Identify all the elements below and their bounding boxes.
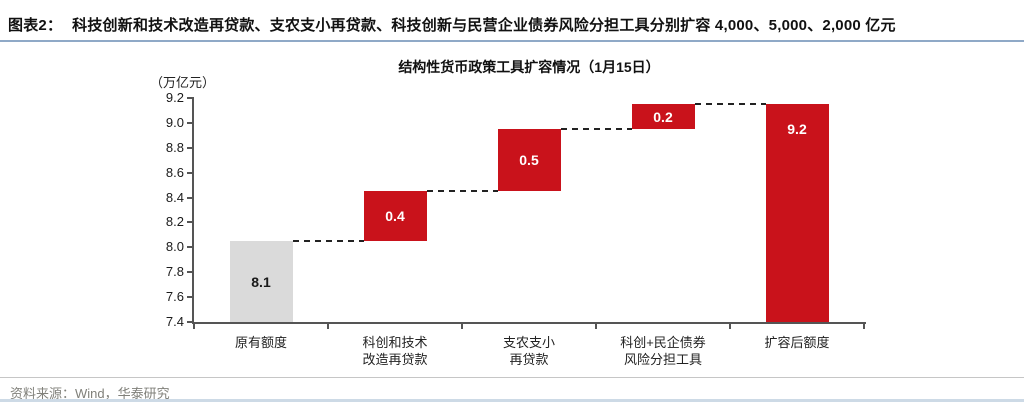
category-label-line: 风险分担工具 bbox=[623, 352, 702, 367]
waterfall-connector bbox=[292, 240, 364, 243]
y-tick-label: 8.4 bbox=[165, 189, 184, 205]
category-label-1: 原有额度 bbox=[194, 334, 328, 351]
bar-value-label: 9.2 bbox=[787, 121, 807, 138]
chart-title: 结构性货币政策工具扩容情况（1月15日） bbox=[398, 59, 660, 75]
y-axis-line bbox=[192, 97, 194, 324]
category-label-3: 支农支小 再贷款 bbox=[462, 334, 596, 368]
waterfall-bar-3: 0.5 bbox=[497, 129, 561, 192]
x-tick-mark bbox=[327, 324, 329, 329]
x-tick-mark bbox=[729, 324, 731, 329]
category-label-line: 科创和技术 bbox=[362, 335, 428, 350]
category-label-line: 支农支小 bbox=[502, 335, 555, 350]
y-tick-label: 7.6 bbox=[165, 289, 184, 305]
waterfall-connector bbox=[694, 103, 766, 106]
header-underline bbox=[0, 40, 1024, 42]
bar-value-label: 8.1 bbox=[251, 273, 271, 290]
x-tick-mark bbox=[595, 324, 597, 329]
category-label-line: 再贷款 bbox=[509, 352, 549, 367]
figure-number-label: 图表2： bbox=[8, 17, 63, 34]
y-tick-mark bbox=[187, 321, 192, 323]
bar-value-label: 0.5 bbox=[519, 152, 539, 169]
y-tick-label: 8.2 bbox=[165, 214, 184, 230]
waterfall-connector bbox=[560, 128, 632, 131]
bar-value-label: 0.2 bbox=[653, 108, 673, 125]
y-tick-label: 7.4 bbox=[165, 314, 184, 329]
y-tick-mark bbox=[187, 271, 192, 274]
y-tick-label: 7.8 bbox=[165, 264, 184, 280]
waterfall-bar-1: 8.1 bbox=[229, 241, 293, 322]
y-tick-mark bbox=[187, 97, 192, 99]
footer-divider bbox=[0, 377, 1024, 378]
category-label-2: 科创和技术改造再贷款 bbox=[328, 334, 462, 368]
category-label-line: 科创+民企债券 bbox=[620, 335, 706, 350]
figure-title: 科技创新和技术改造再贷款、支农支小再贷款、科技创新与民营企业债券风险分担工具分别… bbox=[72, 17, 896, 34]
category-label-5: 扩容后额度 bbox=[730, 334, 864, 351]
category-label-line: 原有额度 bbox=[234, 335, 287, 350]
x-tick-mark bbox=[193, 324, 195, 329]
x-axis-line bbox=[192, 322, 866, 324]
waterfall-bar-5: 9.2 bbox=[765, 104, 829, 322]
y-tick-mark bbox=[187, 196, 192, 199]
y-tick-mark bbox=[187, 221, 192, 224]
category-label-line: 改造再贷款 bbox=[362, 352, 428, 367]
source-note: 资料来源：Wind，华泰研究 bbox=[10, 386, 170, 401]
bottom-edge-line bbox=[0, 399, 1024, 402]
y-tick-label: 8.0 bbox=[165, 239, 184, 255]
y-tick-mark bbox=[187, 296, 192, 299]
y-tick-label: 9.2 bbox=[165, 90, 184, 105]
bar-value-label: 0.4 bbox=[385, 208, 405, 225]
y-tick-mark bbox=[187, 246, 192, 249]
x-tick-mark bbox=[461, 324, 463, 329]
plot-area: 8.1 0.4 0.5 0.2 9.2 bbox=[194, 98, 864, 322]
y-tick-mark bbox=[187, 121, 192, 124]
y-tick-label: 8.8 bbox=[165, 139, 184, 155]
y-tick-mark bbox=[187, 171, 192, 174]
waterfall-bar-2: 0.4 bbox=[363, 191, 427, 242]
waterfall-bar-4: 0.2 bbox=[631, 104, 695, 130]
category-label-line: 扩容后额度 bbox=[764, 335, 830, 350]
x-tick-mark bbox=[863, 324, 865, 329]
y-tick-label: 8.6 bbox=[165, 164, 184, 180]
waterfall-connector bbox=[426, 190, 498, 193]
y-axis-unit-label: （万亿元） bbox=[150, 75, 216, 90]
y-tick-mark bbox=[187, 146, 192, 149]
y-tick-label: 9.0 bbox=[165, 114, 184, 130]
category-label-4: 科创+民企债券 风险分担工具 bbox=[596, 334, 730, 368]
figure-header: 图表2： 科技创新和技术改造再贷款、支农支小再贷款、科技创新与民营企业债券风险分担… bbox=[8, 14, 1018, 35]
